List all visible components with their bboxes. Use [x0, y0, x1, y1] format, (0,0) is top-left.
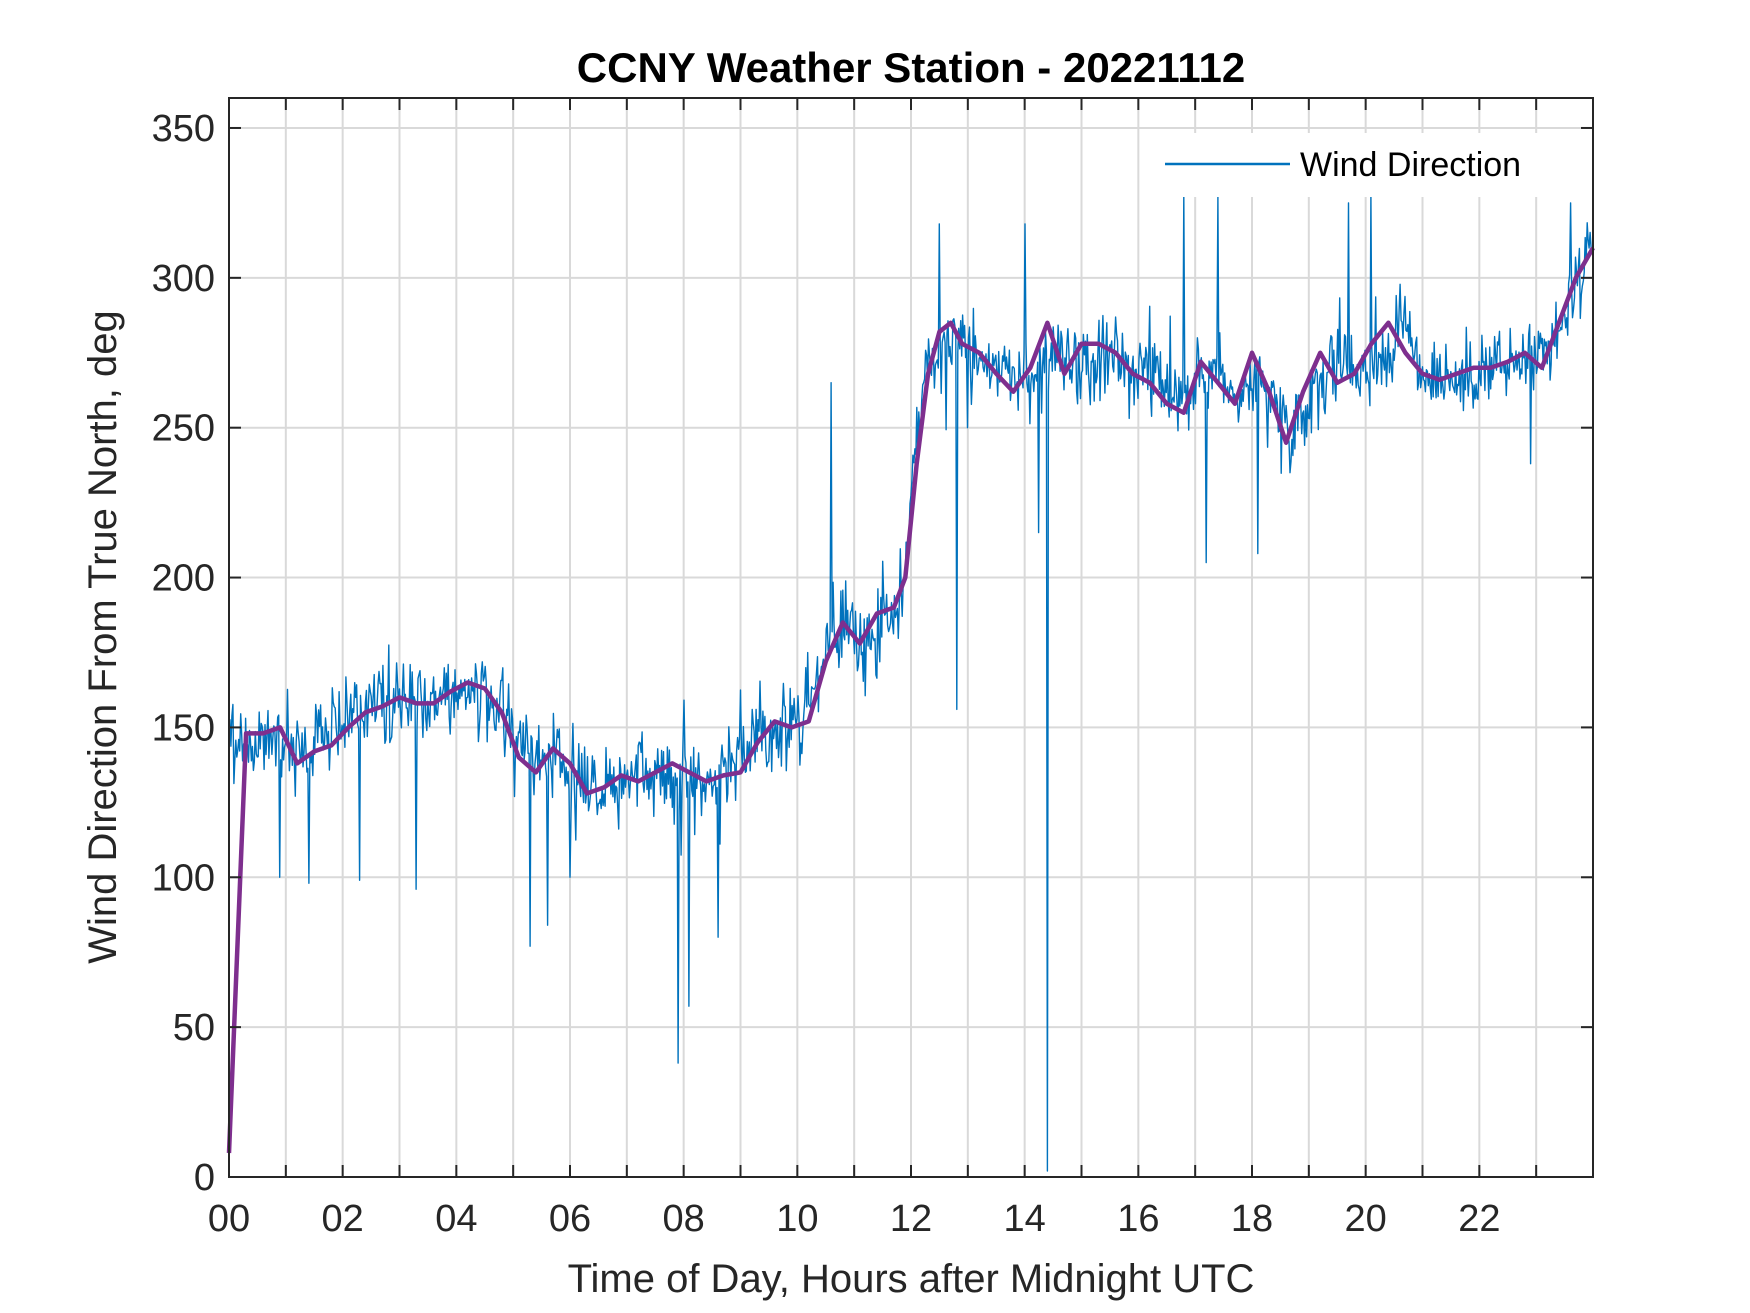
y-tick-label: 100 — [152, 857, 215, 899]
y-tick-label: 300 — [152, 258, 215, 300]
legend: Wind Direction — [1152, 133, 1558, 197]
x-tick-label: 10 — [776, 1198, 818, 1240]
x-tick-label: 04 — [435, 1198, 477, 1240]
x-tick-label: 22 — [1458, 1198, 1500, 1240]
series-line-wind-direction — [228, 193, 1594, 1172]
x-tick-label: 00 — [208, 1198, 250, 1240]
y-tick-label: 200 — [152, 558, 215, 600]
series-layer — [226, 193, 1595, 1172]
x-tick-label: 12 — [890, 1198, 932, 1240]
x-tick-label: 18 — [1231, 1198, 1273, 1240]
y-tick-label: 0 — [194, 1157, 215, 1199]
x-axis-label: Time of Day, Hours after Midnight UTC — [568, 1257, 1255, 1301]
legend-label-wind-direction: Wind Direction — [1300, 146, 1521, 184]
y-tick-label: 150 — [152, 707, 215, 749]
chart-title: CCNY Weather Station - 20221112 — [577, 44, 1245, 91]
x-tick-label: 08 — [663, 1198, 705, 1240]
series-line-smoothed — [226, 246, 1595, 1154]
x-tick-label: 02 — [322, 1198, 364, 1240]
y-tick-label: 250 — [152, 408, 215, 450]
x-tick-label: 06 — [549, 1198, 591, 1240]
grid-lines — [229, 98, 1593, 1177]
y-axis-label: Wind Direction From True North, deg — [81, 310, 125, 964]
y-tick-label: 350 — [152, 108, 215, 150]
x-tick-label: 20 — [1345, 1198, 1387, 1240]
x-tick-label: 16 — [1117, 1198, 1159, 1240]
x-tick-label: 14 — [1004, 1198, 1046, 1240]
axis-ticks: 0 50 100 150 200 250 300 350 00 02 04 06 08 10 12 14 16 1… — [152, 98, 1593, 1240]
y-tick-label: 50 — [173, 1007, 215, 1049]
